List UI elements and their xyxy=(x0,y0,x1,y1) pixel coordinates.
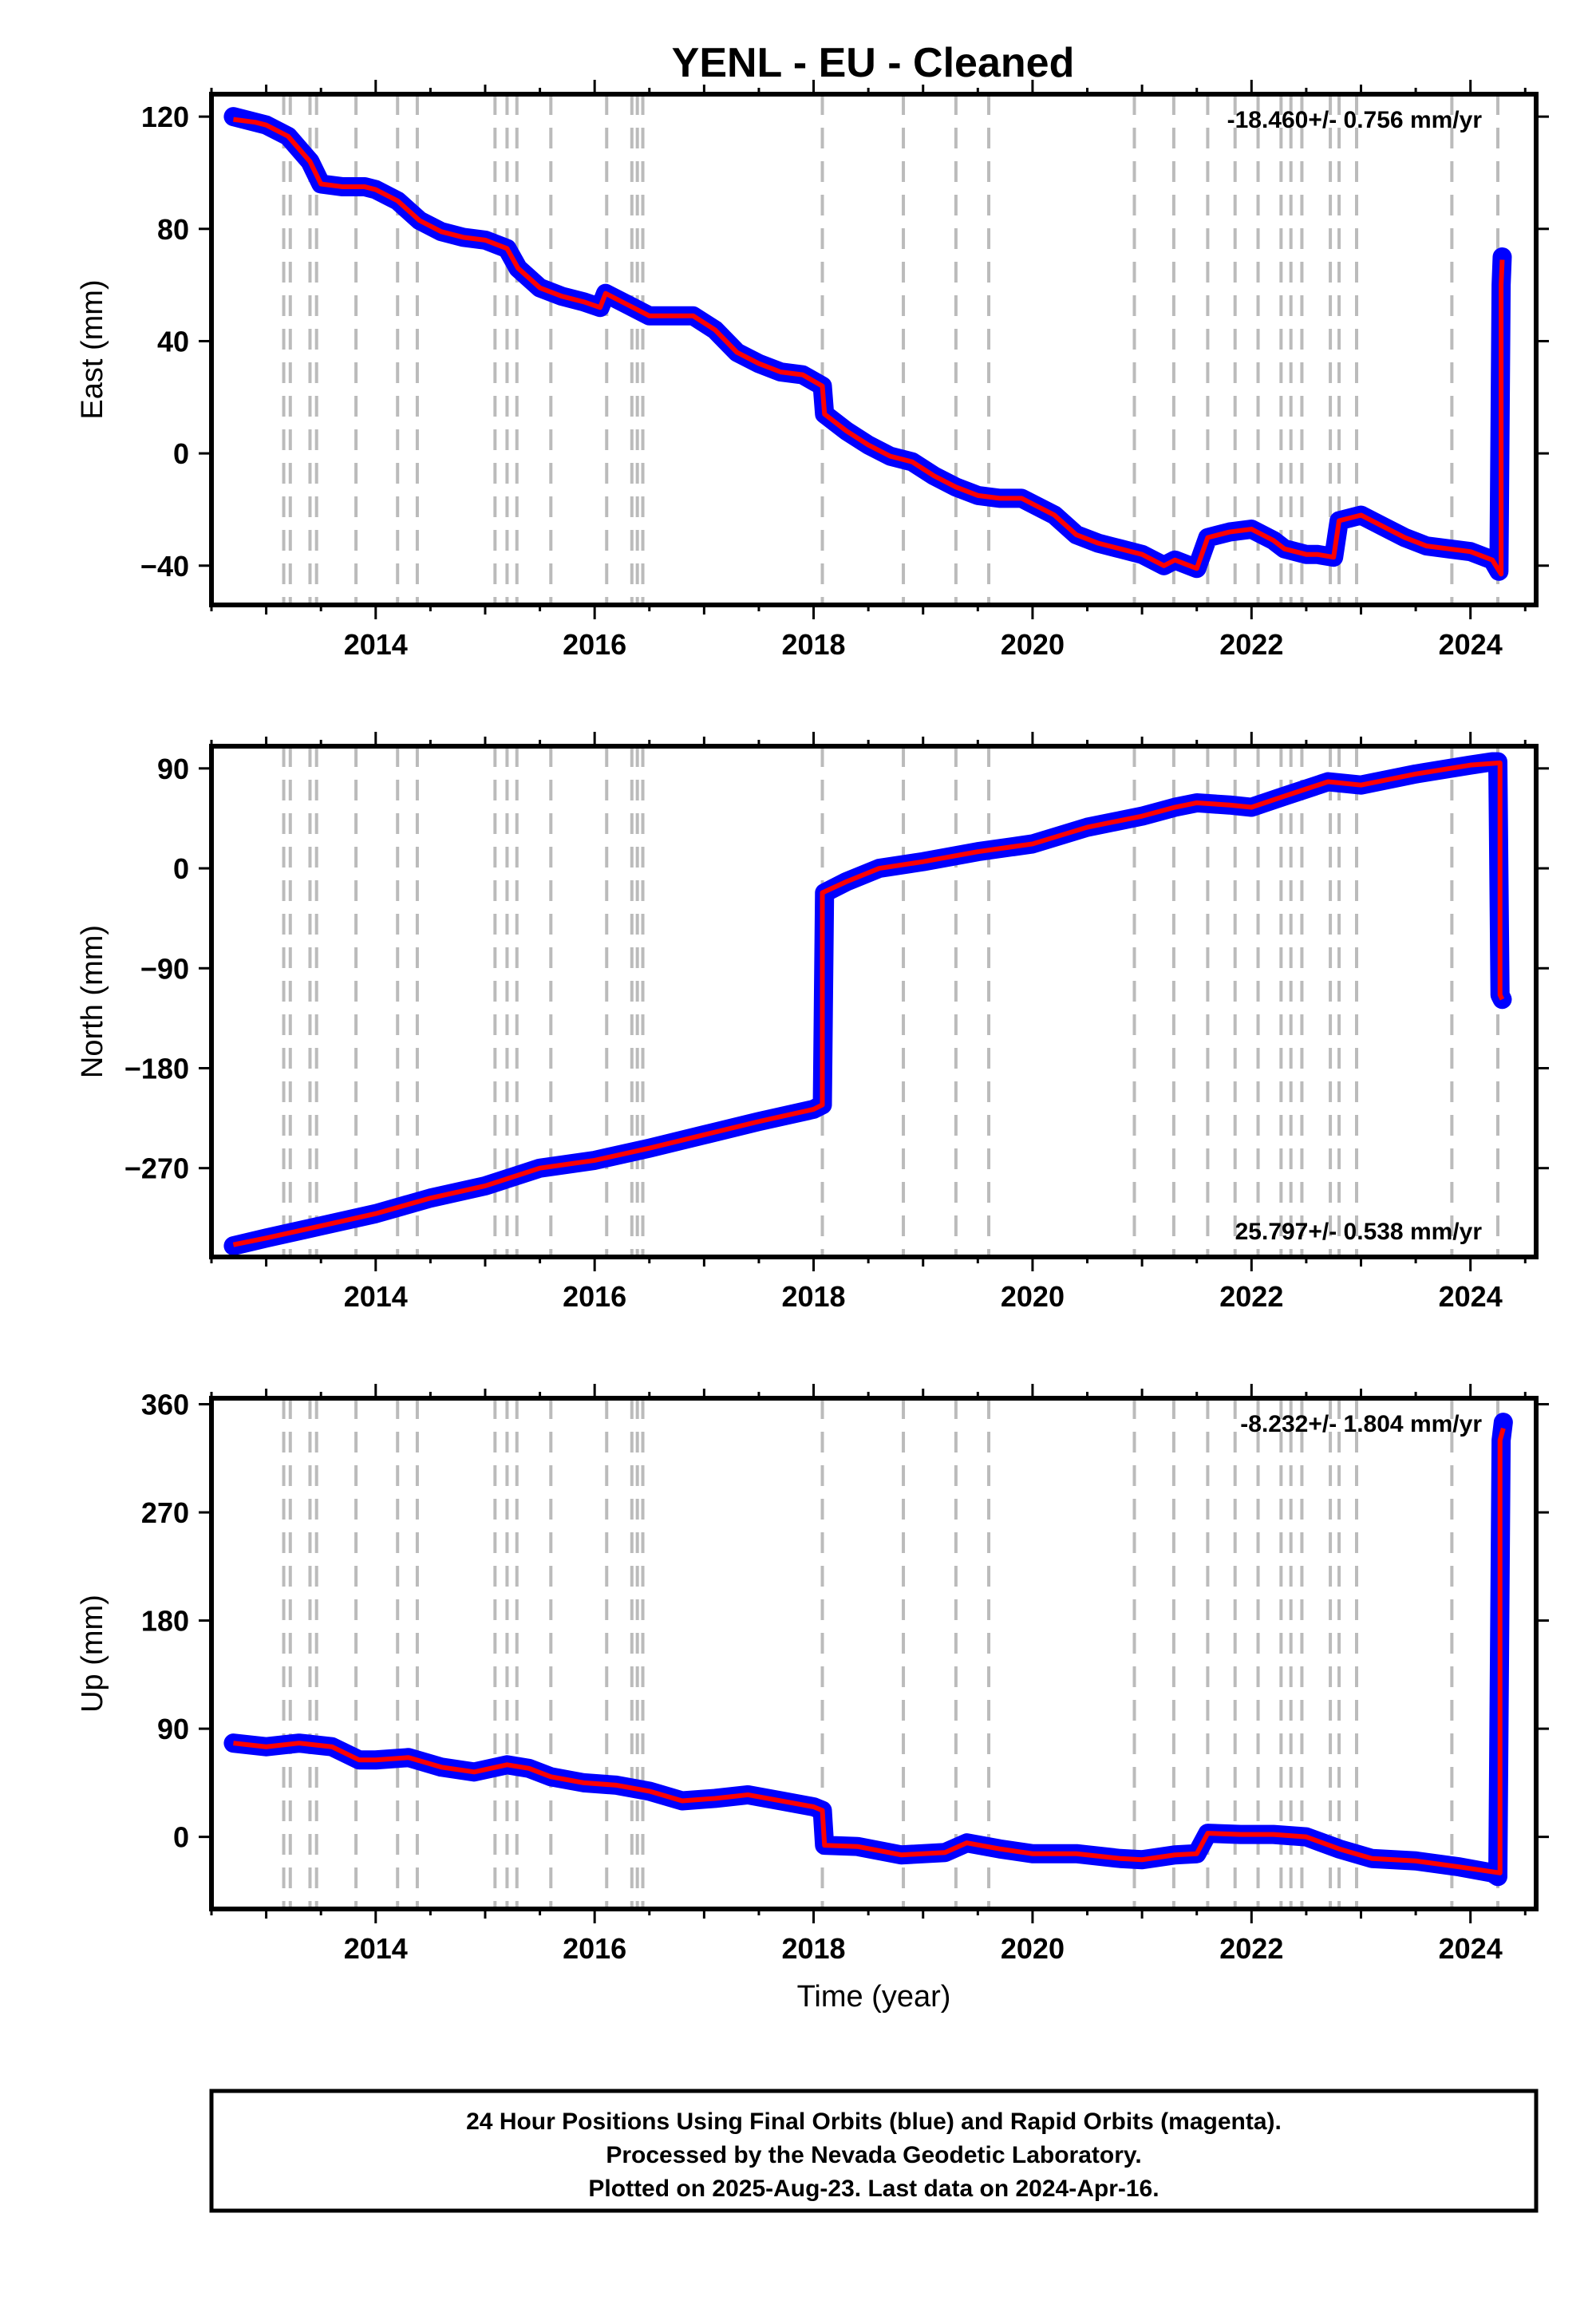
north-x-tick-label: 2024 xyxy=(1439,1280,1503,1313)
east-panel: 2014 2016 2018 2020 2022 2024 −40 0 40 80 120 East … xyxy=(76,80,1549,661)
east-y-tick-label: 120 xyxy=(141,101,189,133)
up-x-tick-label: 2022 xyxy=(1219,1932,1283,1965)
caption-line-3: Plotted on 2025-Aug-23. Last data on 202… xyxy=(588,2176,1159,2202)
north-panel: 2014 2016 2018 2020 2022 2024 −270 −180 −90 0 90 No… xyxy=(76,732,1549,1313)
up-y-tick-label: 0 xyxy=(173,1821,189,1854)
north-data-band xyxy=(223,752,1512,1256)
up-data-band xyxy=(223,1413,1513,1887)
up-x-axis-label: Time (year) xyxy=(797,1980,951,2014)
north-y-tick-label: 90 xyxy=(157,753,189,785)
east-frame xyxy=(209,92,1539,607)
north-y-tick-label: −90 xyxy=(140,952,189,985)
north-x-tick-label: 2016 xyxy=(563,1280,626,1313)
east-data-point xyxy=(1495,249,1510,264)
east-data-band xyxy=(223,107,1512,581)
up-frame xyxy=(209,1396,1539,1911)
up-y-tick-label: 90 xyxy=(157,1713,189,1745)
north-y-tick-label: −270 xyxy=(124,1152,189,1185)
north-y-axis-label: North (mm) xyxy=(76,925,109,1078)
east-y-tick-label: 80 xyxy=(157,213,189,246)
up-x-tick-label: 2014 xyxy=(344,1932,408,1965)
up-y-axis-label: Up (mm) xyxy=(76,1595,109,1713)
north-x-tick-label: 2014 xyxy=(344,1280,408,1313)
caption-line-2: Processed by the Nevada Geodetic Laborat… xyxy=(606,2142,1141,2168)
east-y-tick-label: 40 xyxy=(157,325,189,358)
caption-frame xyxy=(209,2089,1539,2213)
north-y-tick-label: 0 xyxy=(173,852,189,885)
north-x-tick-label: 2022 xyxy=(1219,1280,1283,1313)
caption-box: 24 Hour Positions Using Final Orbits (bl… xyxy=(209,2089,1539,2213)
east-x-tick-label: 2024 xyxy=(1439,628,1503,661)
east-x-tick-label: 2022 xyxy=(1219,628,1283,661)
north-model-line xyxy=(232,760,1505,1247)
north-rate-label: 25.797+/- 0.538 mm/yr xyxy=(1235,1219,1483,1245)
up-model-line xyxy=(233,1427,1506,1875)
caption-line-1: 24 Hour Positions Using Final Orbits (bl… xyxy=(466,2109,1282,2135)
up-y-tick-label: 360 xyxy=(141,1389,189,1421)
up-rate-label: -8.232+/- 1.804 mm/yr xyxy=(1240,1411,1482,1437)
east-x-tick-label: 2018 xyxy=(781,628,845,661)
east-x-tick-label: 2014 xyxy=(344,628,408,661)
up-x-tick-label: 2024 xyxy=(1439,1932,1503,1965)
east-y-axis-label: East (mm) xyxy=(76,279,109,419)
east-rate-label: -18.460+/- 0.756 mm/yr xyxy=(1227,107,1483,133)
up-x-tick-label: 2020 xyxy=(1001,1932,1065,1965)
east-plot-area xyxy=(223,94,1512,605)
east-x-tick-label: 2016 xyxy=(563,628,626,661)
up-plot-area xyxy=(223,1398,1513,1909)
north-y-tick-label: −180 xyxy=(124,1052,189,1085)
up-y-tick-label: 180 xyxy=(141,1605,189,1638)
north-frame xyxy=(209,744,1539,1259)
north-x-tick-label: 2020 xyxy=(1001,1280,1065,1313)
up-data-point xyxy=(1495,1415,1511,1430)
chart-title: YENL - EU - Cleaned xyxy=(672,40,1075,86)
north-x-tick-label: 2018 xyxy=(781,1280,845,1313)
up-x-tick-label: 2018 xyxy=(781,1932,845,1965)
east-model-line xyxy=(233,117,1505,577)
north-plot-area xyxy=(223,746,1512,1257)
east-x-tick-label: 2020 xyxy=(1001,628,1065,661)
east-y-tick-label: −40 xyxy=(140,550,189,583)
up-x-tick-label: 2016 xyxy=(563,1932,626,1965)
up-y-tick-label: 270 xyxy=(141,1496,189,1529)
up-panel: 2014 2016 2018 2020 2022 2024 0 90 180 270 360 Up (… xyxy=(76,1384,1549,2014)
east-y-tick-label: 0 xyxy=(173,437,189,470)
